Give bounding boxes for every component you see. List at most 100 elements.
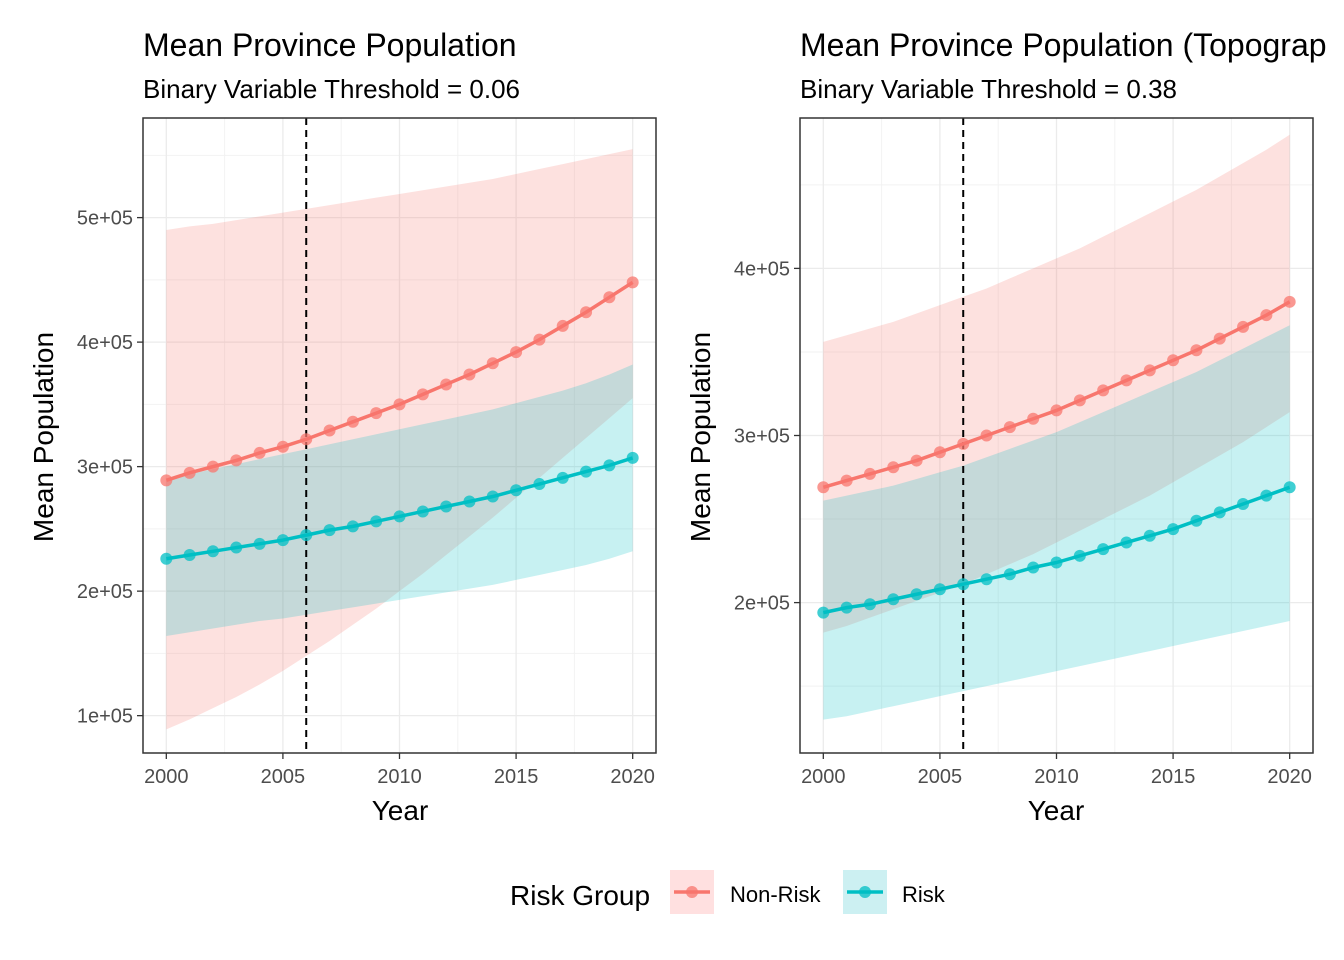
chart-1-point-risk: [230, 541, 243, 554]
chart-2-band-non-risk: [823, 134, 1290, 633]
chart-1-point-non-risk: [183, 466, 196, 479]
chart-1-point-non-risk: [463, 368, 476, 381]
chart-2-point-risk: [1097, 543, 1110, 556]
chart-2-point-risk: [840, 601, 853, 614]
chart-2-y-tick-label: 3e+05: [734, 426, 790, 448]
chart-1-point-non-risk: [160, 474, 173, 487]
chart-1-y-tick-label: 5e+05: [77, 208, 133, 230]
chart-1-y-tick-label: 1e+05: [77, 706, 133, 728]
chart-2-subtitle: Binary Variable Threshold = 0.38: [800, 74, 1177, 104]
chart-1-point-risk: [346, 520, 359, 533]
chart-2-point-non-risk: [1120, 374, 1133, 387]
chart-2-x-tick-label: 2005: [918, 766, 963, 788]
chart-1-y-tick-label: 2e+05: [77, 581, 133, 603]
chart-2-point-risk: [863, 598, 876, 611]
legend-label-risk: Risk: [902, 882, 946, 907]
chart-2-point-risk: [1213, 506, 1226, 519]
chart-1-point-risk: [556, 471, 569, 484]
chart-1-point-risk: [253, 537, 266, 550]
chart-1-point-risk: [393, 510, 406, 523]
chart-1-y-axis-title: Mean Population: [28, 332, 59, 542]
chart-1-point-non-risk: [533, 333, 546, 346]
chart-2-point-non-risk: [933, 446, 946, 459]
chart-2-point-non-risk: [1213, 332, 1226, 345]
chart-1-point-risk: [486, 490, 499, 503]
chart-1-point-non-risk: [300, 433, 313, 446]
chart-2-band-risk: [823, 325, 1290, 720]
chart-2-point-non-risk: [1050, 404, 1063, 417]
chart-1-point-non-risk: [556, 319, 569, 332]
chart-1-band-non-risk: [166, 149, 633, 730]
chart-1-title: Mean Province Population: [143, 27, 517, 63]
chart-2-point-non-risk: [1143, 364, 1156, 377]
chart-2-y-tick-label: 4e+05: [734, 258, 790, 280]
chart-2-point-non-risk: [863, 467, 876, 480]
chart-1-point-non-risk: [276, 440, 289, 453]
chart-1-point-non-risk: [230, 454, 243, 467]
chart-1-point-non-risk: [510, 346, 523, 359]
chart-2-point-risk: [933, 583, 946, 596]
chart-2-point-risk: [957, 578, 970, 591]
chart-1-x-tick-label: 2020: [610, 766, 655, 788]
chart-1-point-risk: [276, 534, 289, 547]
chart-2-point-non-risk: [1097, 384, 1110, 397]
chart-2-point-risk: [1027, 561, 1040, 574]
chart-2-x-tick-label: 2000: [801, 766, 846, 788]
chart-2-point-risk: [817, 606, 830, 619]
chart-2-point-risk: [1003, 568, 1016, 581]
chart-1-point-risk: [416, 505, 429, 518]
chart-2-point-non-risk: [1003, 421, 1016, 434]
chart-1-point-non-risk: [346, 415, 359, 428]
chart-1-point-non-risk: [323, 424, 336, 437]
chart-2-point-non-risk: [1260, 309, 1273, 322]
legend-title: Risk Group: [510, 880, 650, 911]
chart-2-point-risk: [910, 588, 923, 601]
chart-2-point-risk: [1190, 514, 1203, 527]
chart-1-point-risk: [370, 515, 383, 528]
chart-1-x-axis-title: Year: [372, 795, 429, 826]
chart-1-point-risk: [626, 451, 639, 464]
chart-1-point-risk: [533, 478, 546, 491]
chart-2-point-risk: [1283, 481, 1296, 494]
chart-1-point-risk: [510, 484, 523, 497]
chart-1-point-non-risk: [603, 291, 616, 304]
chart-1-x-tick-label: 2005: [261, 766, 306, 788]
chart-1-point-risk: [463, 495, 476, 508]
chart-1-point-non-risk: [370, 407, 383, 420]
legend-label-non-risk: Non-Risk: [730, 882, 821, 907]
chart-2-point-risk: [1167, 523, 1180, 536]
chart-2-point-non-risk: [957, 437, 970, 450]
chart-1-subtitle: Binary Variable Threshold = 0.06: [143, 74, 520, 104]
chart-2-point-risk: [980, 573, 993, 586]
chart-1-point-risk: [580, 465, 593, 478]
chart-2-point-non-risk: [887, 461, 900, 474]
chart-1-plot: 2000 2005 2010 2015 2020 1e+05 2e+05 3e+05 4e+05…: [77, 117, 657, 788]
chart-1-point-non-risk: [626, 276, 639, 289]
chart-1-point-non-risk: [393, 398, 406, 411]
chart-1-point-risk: [323, 524, 336, 537]
chart-1-point-non-risk: [253, 446, 266, 459]
chart-1-point-non-risk: [580, 306, 593, 319]
chart-2-x-tick-label: 2015: [1151, 766, 1196, 788]
legend: Risk Group Non-Risk Risk: [510, 870, 946, 914]
legend-item-risk: Risk: [843, 870, 946, 914]
chart-2-point-risk: [1237, 498, 1250, 511]
chart-2-point-non-risk: [1190, 344, 1203, 357]
chart-2-x-tick-label: 2020: [1267, 766, 1312, 788]
chart-1-point-risk: [160, 552, 173, 565]
chart-2-point-risk: [1050, 556, 1063, 569]
chart-1-point-risk: [603, 459, 616, 472]
legend-point-risk: [859, 886, 871, 898]
chart-2-point-risk: [1143, 529, 1156, 542]
chart-2-point-non-risk: [1027, 412, 1040, 425]
chart-2-point-non-risk: [1283, 295, 1296, 308]
chart-1-y-tick-label: 4e+05: [77, 332, 133, 354]
chart-1-point-non-risk: [440, 378, 453, 391]
chart-2-x-axis-title: Year: [1028, 795, 1085, 826]
chart-2-point-non-risk: [980, 429, 993, 442]
legend-point-non-risk: [686, 886, 698, 898]
chart-1-point-non-risk: [486, 357, 499, 370]
chart-1-x-tick-label: 2010: [377, 766, 422, 788]
chart-2-point-non-risk: [1073, 394, 1086, 407]
